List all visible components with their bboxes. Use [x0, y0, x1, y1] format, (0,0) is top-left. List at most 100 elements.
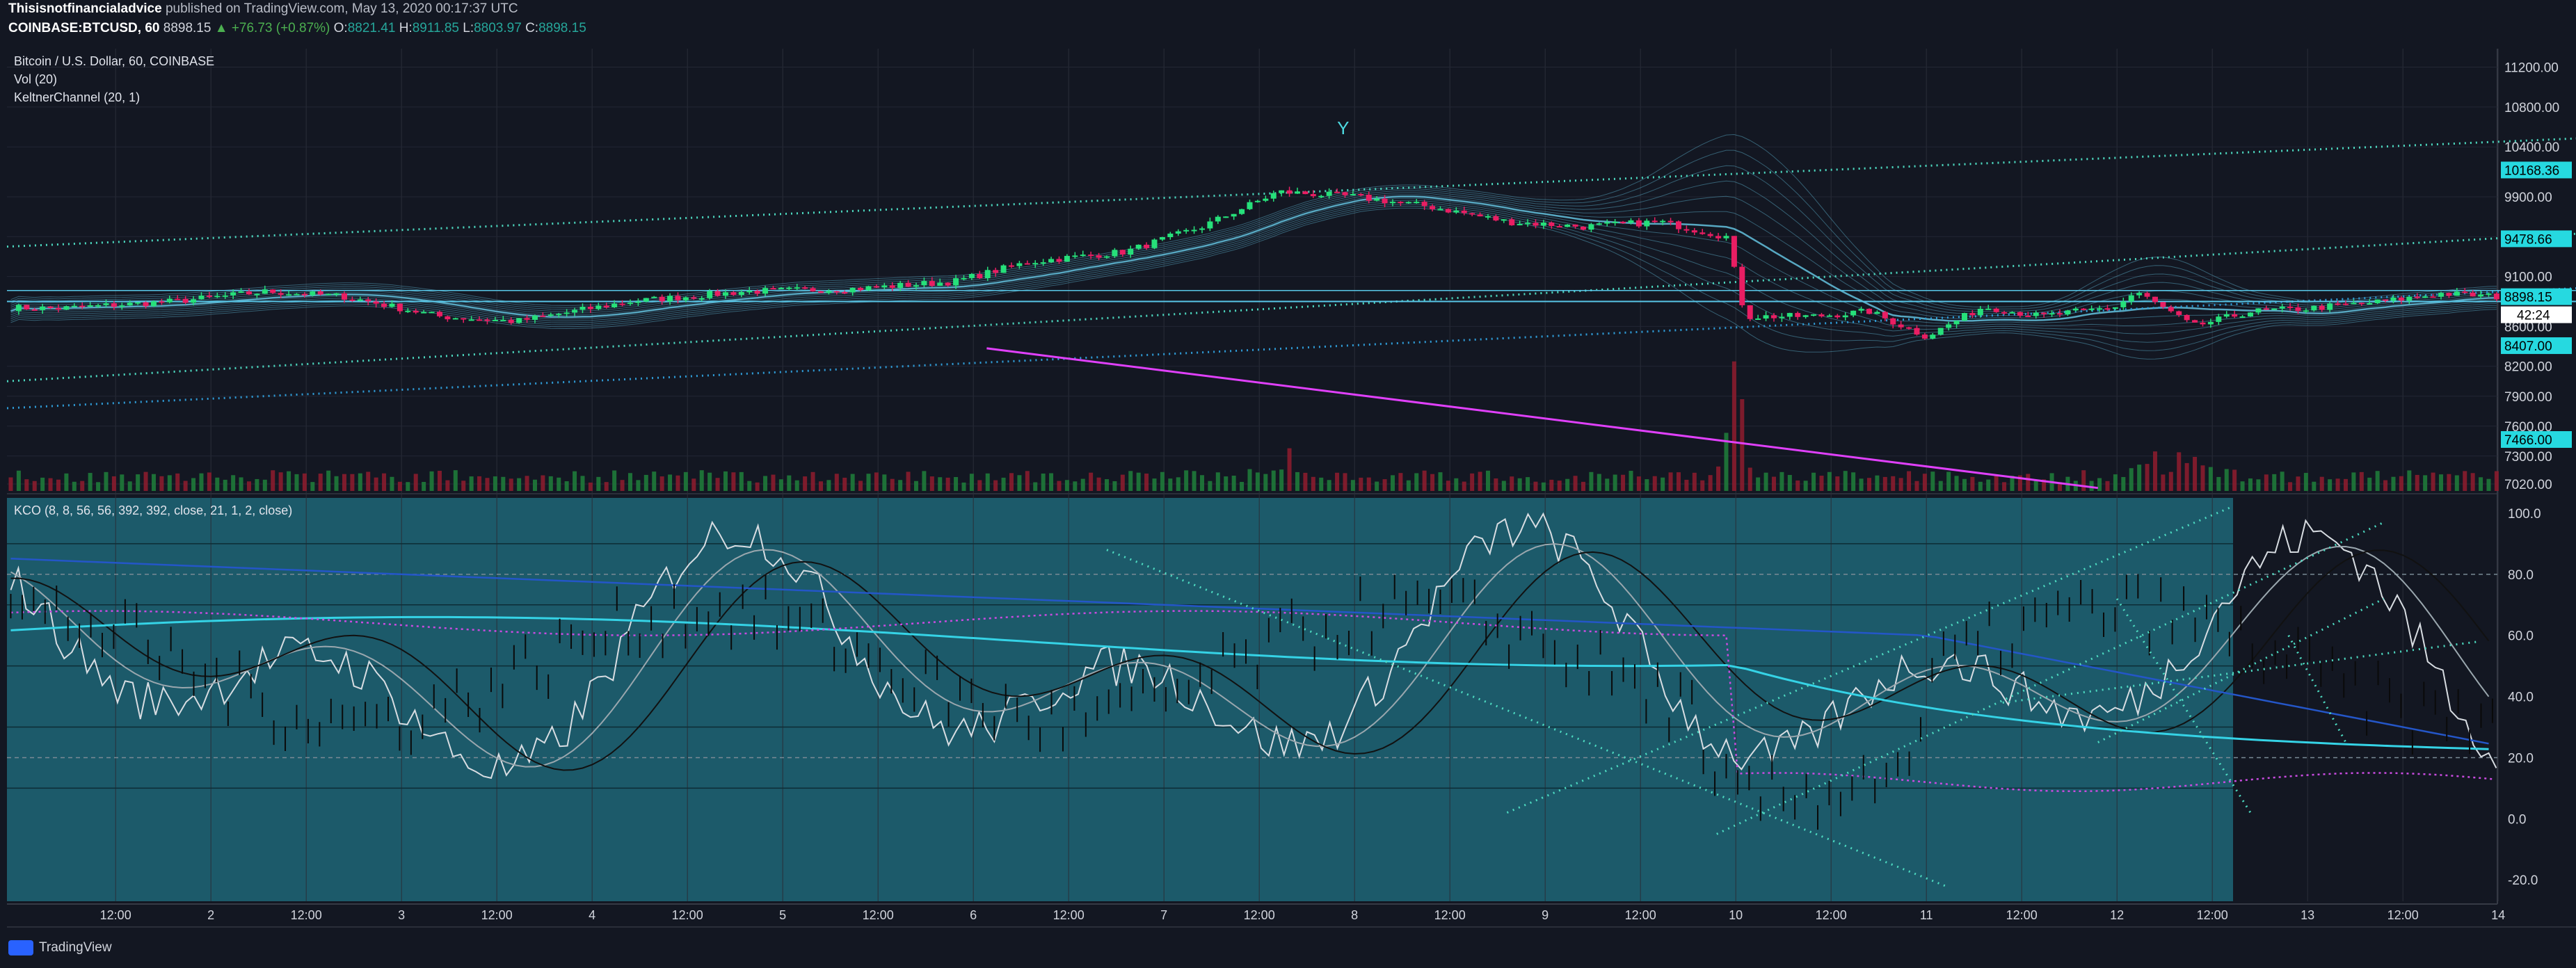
candle-body [413, 310, 419, 313]
candle-body [635, 301, 641, 303]
volume-bar [1462, 481, 1466, 491]
volume-bar [1295, 471, 1299, 491]
volume-bar [2280, 471, 2285, 491]
time-tick-label: 3 [398, 908, 405, 922]
candle-body [1096, 255, 1102, 258]
candle-body [929, 281, 935, 287]
volume-bar [1263, 474, 1268, 491]
brand-name[interactable]: TradingView [39, 940, 112, 955]
oscillator-axis[interactable]: 100.0 80.0 60.0 40.0 20.0 0.0 -20.0 [2508, 507, 2541, 888]
volume-bar [2479, 477, 2483, 491]
candle-body [1969, 313, 1976, 316]
volume-bar [874, 472, 879, 491]
candle-body [945, 282, 951, 286]
candle-body [524, 318, 530, 320]
candle-body [1620, 221, 1626, 223]
price-tick-label: 7900.00 [2504, 390, 2552, 405]
candle-body [397, 303, 403, 312]
volume-bar [80, 481, 85, 491]
kco-indicator-label[interactable]: KCO (8, 8, 56, 56, 392, 392, close, 21, … [14, 503, 293, 517]
candle-body [150, 301, 157, 307]
price-badge [2501, 161, 2572, 179]
volume-bar [413, 474, 418, 491]
author-name[interactable]: Thisisnotfinancialadvice [8, 1, 162, 16]
volume-bar [969, 474, 974, 491]
volume-indicator-label[interactable]: Vol (20) [14, 72, 58, 86]
symbol[interactable]: COINBASE:BTCUSD, 60 [8, 21, 160, 35]
time-tick-label: 12:00 [1244, 908, 1275, 922]
volume-bar [485, 478, 490, 491]
candles [15, 186, 2499, 340]
candle-body [1667, 220, 1674, 223]
candle-body [953, 278, 959, 286]
candle-body [1144, 244, 1150, 248]
candle-body [2001, 312, 2008, 314]
keltner-band [10, 200, 2497, 327]
volume-bar [1914, 481, 1919, 491]
candle-body [166, 298, 173, 302]
volume-bar [1485, 470, 1490, 491]
candle-body [1286, 190, 1293, 194]
volume-bar [2447, 474, 2451, 491]
volume-bar [2423, 475, 2428, 491]
volume-bar [2224, 469, 2229, 491]
candle-body [937, 282, 943, 287]
volume-bar [1240, 481, 1245, 491]
candle-body [436, 312, 442, 316]
volume-bar [72, 481, 77, 491]
price-axis[interactable]: 11200.0010800.0010400.009900.009500.0091… [2504, 61, 2559, 492]
candle-body [2255, 308, 2262, 313]
candle-body [1414, 202, 1420, 204]
volume-bar [954, 476, 959, 491]
volume-bar [723, 471, 728, 491]
volume-bar [1605, 478, 1610, 491]
price-badge-text: 10168.36 [2504, 163, 2559, 178]
price-panel-title[interactable]: Bitcoin / U.S. Dollar, 60, COINBASE [14, 54, 215, 68]
osc-tick-label: 60.0 [2508, 629, 2534, 644]
time-tick-label: 11 [1920, 908, 1933, 922]
volume-bar [127, 481, 132, 491]
volume-bar [1970, 476, 1975, 491]
volume-bar [191, 478, 196, 491]
volume-bar [850, 474, 855, 491]
volume-bar [517, 478, 522, 491]
osc-tick-label: 40.0 [2508, 691, 2534, 705]
price-badge [2501, 431, 2572, 449]
volume-bar [2232, 469, 2237, 491]
time-tick-label: 12:00 [481, 908, 513, 922]
volume-bar [255, 478, 259, 491]
candle-body [754, 291, 760, 294]
tradingview-logo-icon[interactable] [8, 940, 33, 955]
candle-body [191, 299, 197, 303]
close-label: C: [525, 21, 539, 35]
volume-bar [1224, 476, 1229, 491]
candle-body [1072, 255, 1078, 257]
candle-body [2216, 316, 2222, 322]
candle-body [595, 305, 602, 309]
candle-body [1572, 224, 1578, 227]
candle-body [1811, 314, 1817, 316]
volume-bar [1422, 470, 1427, 491]
candle-body [1048, 259, 1055, 263]
keltner-band [10, 205, 2497, 351]
volume-bar [573, 471, 577, 491]
time-tick-label: 8 [1351, 908, 1358, 922]
volume-bar [1866, 478, 1871, 491]
candle-body [461, 318, 467, 320]
candle-body [1795, 313, 1801, 317]
osc-trend-5 [1106, 549, 1946, 887]
candle-body [477, 319, 483, 321]
volume-bar [1779, 471, 1784, 491]
volume-bar [1343, 473, 1347, 491]
time-tick-label: 4 [589, 908, 595, 922]
keltner-indicator-label[interactable]: KeltnerChannel (20, 1) [14, 90, 141, 104]
volume-bar [302, 473, 307, 491]
candle-body [1858, 309, 1864, 311]
volume-bar [239, 477, 243, 491]
candle-body [294, 293, 300, 296]
price-badge [2501, 230, 2572, 248]
time-axis[interactable]: 12:00 2 12:00 3 12:00 4 12:00 5 12:00 6 12:00 7 12:0… [100, 908, 2506, 922]
candle-body [1549, 222, 1555, 227]
volume-bar [2399, 476, 2403, 491]
